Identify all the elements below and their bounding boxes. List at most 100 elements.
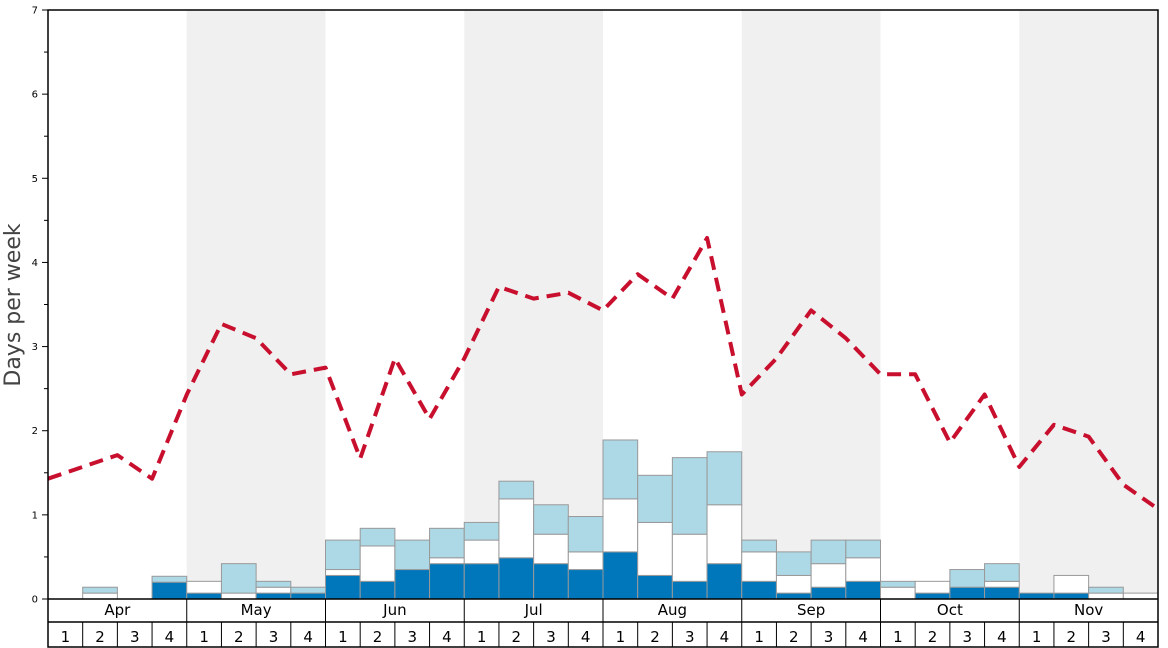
bars [82,439,1159,600]
week-label: 2 [512,628,522,646]
bar-middle [741,551,777,582]
bar-middle [220,592,257,600]
week-label: 2 [1067,628,1077,646]
bar-middle [463,539,500,565]
bar-top [880,580,916,588]
week-label: 2 [373,628,383,646]
week-label: 3 [685,628,695,646]
week-label: 1 [616,628,626,646]
bar-bottom [775,592,812,600]
bar-bottom [671,580,708,600]
bar-bottom [845,580,881,600]
week-label: 3 [962,628,972,646]
week-label: 4 [442,628,452,646]
bar-middle [914,580,951,594]
week-label: 3 [269,628,279,646]
bar-top [290,586,326,594]
y-tick-label: 0 [32,595,38,606]
bar-top [775,551,812,576]
bar-top [325,539,361,571]
y-tick-label: 1 [32,510,38,521]
bar-top [845,539,881,559]
bar-top [949,569,986,588]
bar-top [533,504,569,535]
bar-top [82,586,118,594]
bar-middle [325,569,361,576]
week-label: 3 [546,628,556,646]
bar-bottom [1053,592,1090,600]
bar-bottom [151,581,188,600]
x-axis: Apr May Jun Jul Aug Sep Oct Nov 1 2 3 4 1 2 3 4 1 2 3 4 1 2 3 4… [48,598,1158,647]
month-label: Sep [797,601,825,619]
bar-middle [429,557,465,565]
week-label: 3 [824,628,834,646]
week-label: 1 [893,628,903,646]
bar-middle [82,592,118,600]
week-label: 3 [130,628,140,646]
y-tick-label: 5 [32,174,38,185]
bar-bottom [914,592,951,600]
week-label: 2 [928,628,938,646]
bar-middle [1088,592,1124,600]
month-band [1019,10,1158,599]
month-bands [186,10,1158,599]
bar-middle [880,586,916,600]
month-band [186,10,326,599]
y-axis-title: Days per week [1,223,26,386]
bar-top [463,521,500,541]
bar-middle [637,521,673,576]
week-label: 4 [997,628,1007,646]
week-label: 1 [477,628,487,646]
bar-bottom [741,580,777,600]
trend-line [47,236,1160,511]
bar-middle [810,563,847,588]
y-tick-label: 4 [32,258,38,269]
bar-top [429,527,465,559]
bar-bottom [1018,592,1055,600]
month-label: Nov [1074,601,1103,619]
bar-top [637,474,673,523]
month-label: Aug [658,601,687,619]
week-label: 3 [407,628,417,646]
bar-bottom [637,574,673,600]
bar-top [984,563,1020,582]
month-label: Apr [104,601,131,619]
bar-bottom [984,586,1020,600]
bar-middle [533,533,569,565]
week-label: 1 [61,628,71,646]
bar-top [394,539,431,571]
bar-top [741,539,777,553]
week-label: 4 [165,628,175,646]
bar-bottom [255,592,292,600]
y-tick-label: 3 [32,342,38,353]
week-label: 4 [1136,628,1146,646]
week-label: 3 [1101,628,1111,646]
bar-middle [255,586,292,594]
bar-top [151,575,188,583]
bar-top [810,539,847,565]
trend-line-path [47,236,1160,511]
bar-bottom [359,580,396,600]
month-label: May [241,601,272,619]
week-label: 4 [303,628,313,646]
bar-bottom [706,563,743,600]
y-tick-label: 6 [32,90,38,101]
bar-middle [845,557,881,582]
bar-top [671,457,708,535]
plot-frame [47,9,1159,648]
bar-bottom [463,563,500,600]
bar-top [567,516,604,553]
week-label: 1 [199,628,209,646]
bar-top [220,563,257,594]
bar-middle [186,580,222,594]
week-label: 1 [338,628,348,646]
week-label: 2 [789,628,799,646]
bar-bottom [429,563,465,600]
month-band [741,10,881,599]
bar-middle [1122,592,1159,600]
week-label: 1 [754,628,764,646]
week-label: 4 [581,628,591,646]
bar-top [602,439,639,500]
bar-bottom [186,592,222,600]
